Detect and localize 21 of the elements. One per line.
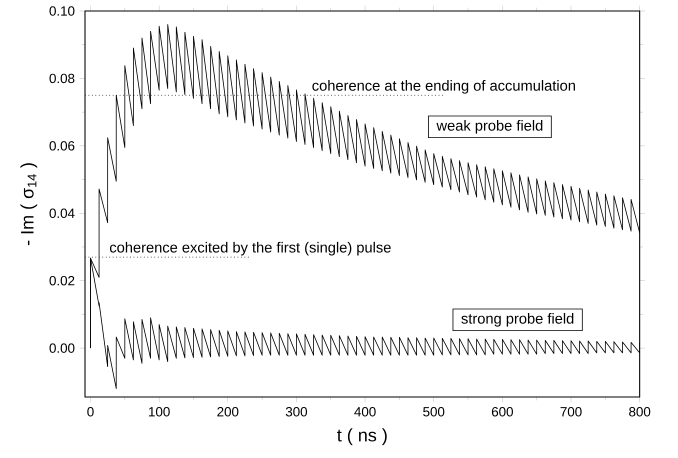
y-tick-label: 0.04 — [50, 208, 75, 218]
series-label: weak probe field — [436, 120, 542, 134]
x-tick-label: 100 — [149, 407, 170, 416]
ref-line-label: coherence excited by the first (single) pulse — [110, 242, 391, 256]
ref-line-label: coherence at the ending of accumulation — [312, 80, 575, 94]
y-axis-title: - Im ( σ$_{14}$ ) — [20, 163, 38, 246]
x-tick-label: 300 — [286, 407, 308, 416]
y-tick-label: 0.08 — [50, 74, 74, 84]
x-tick-label: 600 — [492, 407, 513, 416]
x-tick-label: 500 — [423, 407, 444, 416]
y-tick-label: 0.02 — [50, 276, 74, 286]
x-tick-label: 200 — [217, 407, 238, 416]
x-tick-label: 0 — [87, 407, 94, 416]
x-axis-title: t ( ns ) — [337, 428, 387, 446]
x-tick-label: 700 — [560, 407, 582, 416]
y-tick-label: 0.06 — [50, 141, 74, 151]
y-tick-label: 0.10 — [50, 6, 74, 16]
y-tick-label: 0.00 — [50, 343, 74, 353]
x-tick-label: 800 — [629, 407, 650, 416]
series-label: strong probe field — [461, 312, 574, 327]
x-tick-label: 400 — [354, 407, 376, 416]
